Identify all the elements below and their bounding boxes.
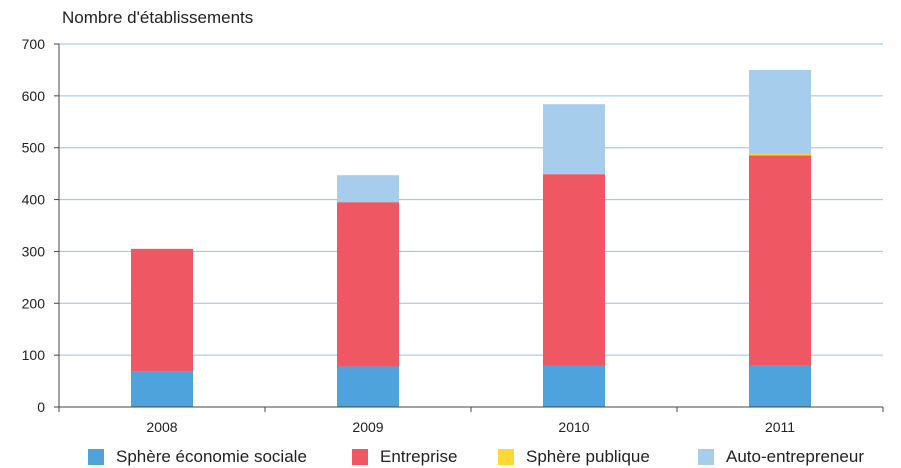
y-tick-label: 0 xyxy=(37,399,45,415)
bar-segment xyxy=(543,104,605,175)
legend-label: Entreprise xyxy=(380,447,458,466)
stacked-bar-chart: 0 100 200 300 400 500 600 700 2008 2009 2010 2011 xyxy=(22,36,884,435)
y-tick-label: 200 xyxy=(22,295,46,311)
legend-swatch xyxy=(498,449,514,465)
bar-segment xyxy=(543,365,605,407)
legend-item: Auto-entrepreneur xyxy=(698,446,864,468)
y-tick-label: 400 xyxy=(22,192,46,208)
legend: Sphère économie sociale Entreprise Sphère … xyxy=(0,446,901,468)
y-tick-label: 700 xyxy=(22,36,46,52)
y-tick-label: 100 xyxy=(22,347,46,363)
bar-segment xyxy=(337,366,399,407)
bar-segment xyxy=(337,202,399,367)
y-tick-labels: 0 100 200 300 400 500 600 700 xyxy=(22,36,46,415)
x-tick-label: 2009 xyxy=(352,419,383,435)
legend-item: Sphère économie sociale xyxy=(88,446,307,468)
bar-segment xyxy=(337,175,399,203)
gridlines xyxy=(59,43,883,356)
x-tick-label: 2011 xyxy=(765,419,795,435)
axes xyxy=(54,43,884,412)
bar-segment xyxy=(131,371,193,407)
legend-label: Sphère économie sociale xyxy=(116,447,307,466)
y-tick-label: 500 xyxy=(22,140,46,156)
legend-swatch xyxy=(698,449,714,465)
x-tick-label: 2010 xyxy=(558,419,589,435)
y-axis-title: Nombre d'établissements xyxy=(62,8,254,27)
legend-swatch xyxy=(88,449,104,465)
y-tick-label: 300 xyxy=(22,243,46,259)
legend-item: Sphère publique xyxy=(498,446,650,468)
legend-swatch xyxy=(352,449,368,465)
bar-segment xyxy=(749,364,811,407)
bar-segment xyxy=(543,174,605,366)
legend-label: Auto-entrepreneur xyxy=(726,447,864,466)
legend-label: Sphère publique xyxy=(526,447,650,466)
bars xyxy=(131,69,811,407)
bar-segment xyxy=(749,69,811,154)
bar-segment xyxy=(749,155,811,365)
bar-segment xyxy=(749,153,811,156)
x-tick-label: 2008 xyxy=(146,419,177,435)
bar-segment xyxy=(131,248,193,372)
y-tick-label: 600 xyxy=(22,88,46,104)
x-tick-labels: 2008 2009 2010 2011 xyxy=(146,419,795,435)
legend-item: Entreprise xyxy=(352,446,457,468)
